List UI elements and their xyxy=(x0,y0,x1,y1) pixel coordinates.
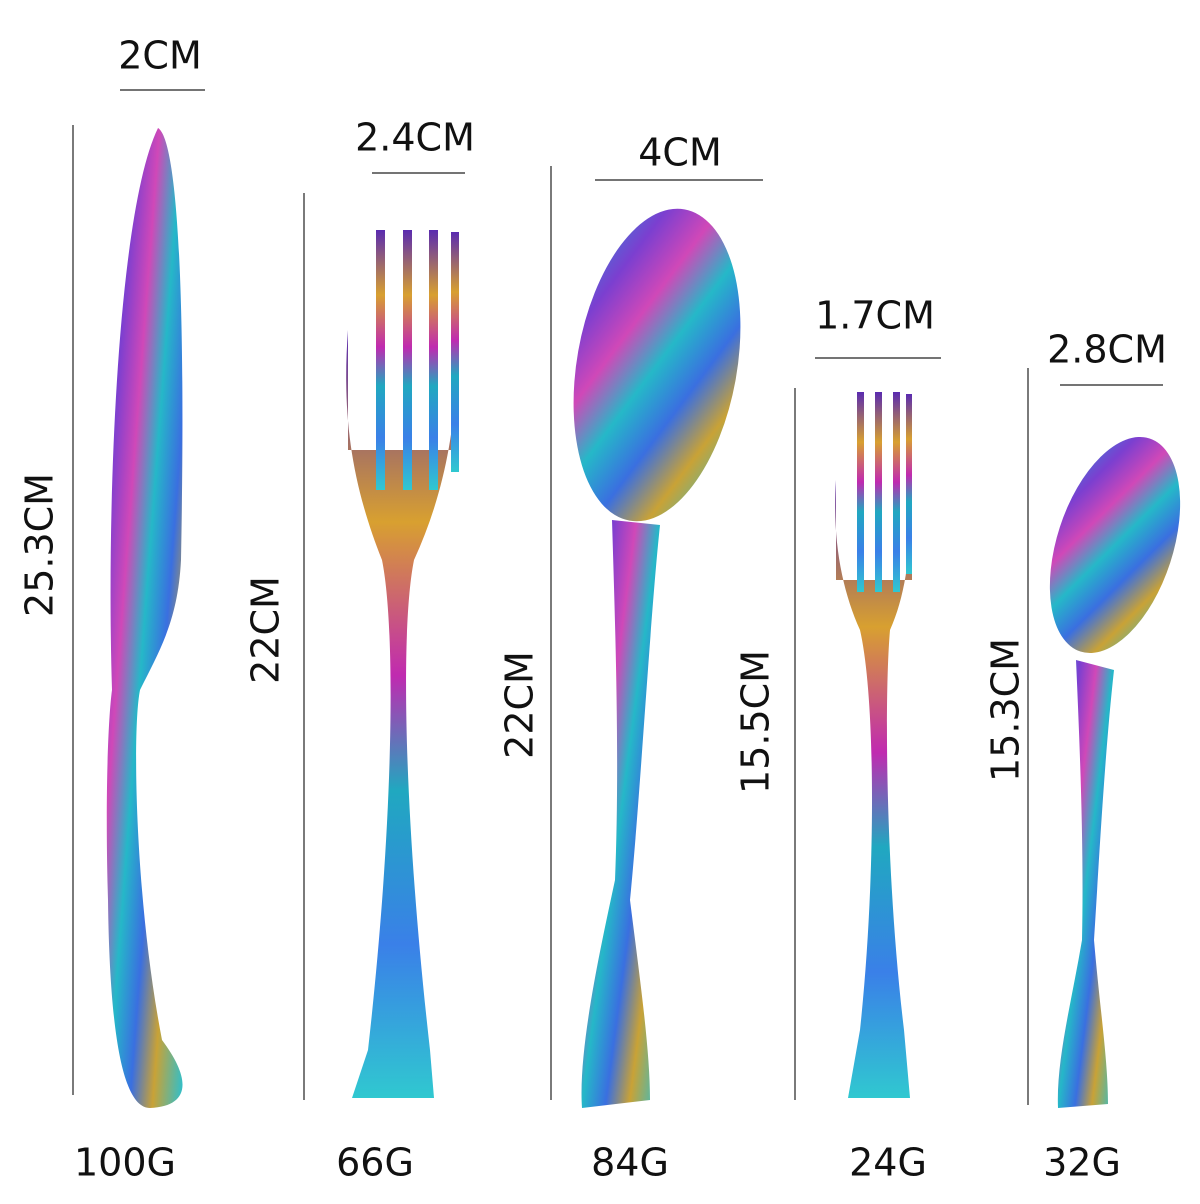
weight-label: 32G xyxy=(1043,1141,1121,1185)
width-label: 2.4CM xyxy=(355,116,475,160)
fork xyxy=(346,230,459,1098)
knife xyxy=(106,128,183,1108)
width-label: 1.7CM xyxy=(815,294,935,338)
length-label: 22CM xyxy=(244,576,288,684)
length-label: 22CM xyxy=(498,651,542,759)
spoon xyxy=(573,208,741,1108)
weight-label: 84G xyxy=(591,1141,669,1185)
weight-label: 66G xyxy=(336,1141,414,1185)
width-label: 4CM xyxy=(638,131,722,175)
length-label: 25.3CM xyxy=(18,473,62,617)
width-label: 2CM xyxy=(118,34,202,78)
width-label: 2.8CM xyxy=(1047,328,1167,372)
length-label: 15.3CM xyxy=(984,638,1028,782)
small-spoon xyxy=(1049,436,1181,1108)
small-fork xyxy=(835,392,912,1098)
length-label: 15.5CM xyxy=(734,650,778,794)
weight-label: 24G xyxy=(849,1141,927,1185)
weight-label: 100G xyxy=(74,1141,176,1185)
dimension-lines xyxy=(72,89,1163,1105)
